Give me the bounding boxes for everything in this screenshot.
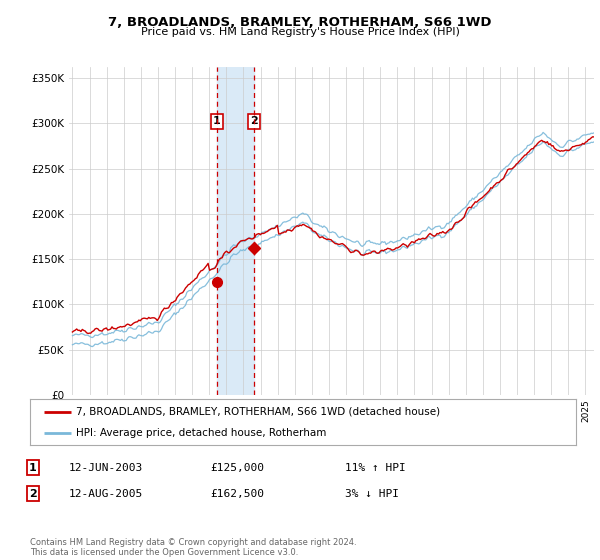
Text: 3% ↓ HPI: 3% ↓ HPI — [345, 489, 399, 499]
Text: 12-JUN-2003: 12-JUN-2003 — [69, 463, 143, 473]
Text: Contains HM Land Registry data © Crown copyright and database right 2024.
This d: Contains HM Land Registry data © Crown c… — [30, 538, 356, 557]
Text: HPI: Average price, detached house, Rotherham: HPI: Average price, detached house, Roth… — [76, 428, 327, 438]
Text: 1: 1 — [213, 116, 221, 127]
Text: 2: 2 — [29, 489, 37, 499]
Text: 12-AUG-2005: 12-AUG-2005 — [69, 489, 143, 499]
Bar — [217, 67, 254, 395]
Text: Price paid vs. HM Land Registry's House Price Index (HPI): Price paid vs. HM Land Registry's House … — [140, 27, 460, 37]
Text: 11% ↑ HPI: 11% ↑ HPI — [345, 463, 406, 473]
Text: 2: 2 — [250, 116, 258, 127]
Text: 1: 1 — [29, 463, 37, 473]
Text: £162,500: £162,500 — [210, 489, 264, 499]
Text: 7, BROADLANDS, BRAMLEY, ROTHERHAM, S66 1WD (detached house): 7, BROADLANDS, BRAMLEY, ROTHERHAM, S66 1… — [76, 407, 440, 417]
Text: £125,000: £125,000 — [210, 463, 264, 473]
Text: 7, BROADLANDS, BRAMLEY, ROTHERHAM, S66 1WD: 7, BROADLANDS, BRAMLEY, ROTHERHAM, S66 1… — [108, 16, 492, 29]
